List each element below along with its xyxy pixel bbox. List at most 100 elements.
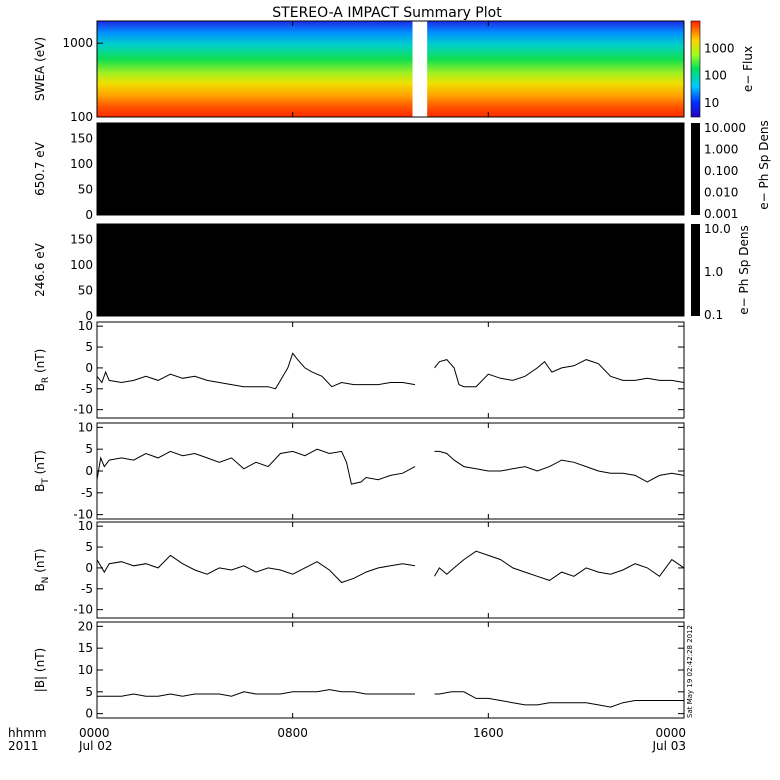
phase-density-246-ytick-label: 150 (70, 232, 93, 246)
plot-title: STEREO-A IMPACT Summary Plot (272, 5, 502, 21)
phase-density-650-colorbar-tick: 0.010 (704, 186, 738, 200)
phase-density-246-ytick-label: 50 (78, 283, 93, 297)
phase-density-246-colorbar-label: e− Ph Sp Dens (737, 225, 751, 314)
bmag-panel: |B| (nT) 0 5 10 15 20 (33, 619, 685, 721)
bt-ylabel-sub: T (41, 478, 51, 485)
phase-density-650-ytick-label: 100 (70, 157, 93, 171)
phase-density-246-colorbar (691, 224, 700, 316)
bmag-ytick-label: 10 (78, 663, 93, 677)
swea-colorbar-tick: 100 (704, 69, 727, 83)
br-ytick-label: 5 (85, 340, 93, 354)
time-tick-date: Jul 02 (78, 739, 113, 753)
bmag-ytick-label: 0 (85, 707, 93, 721)
br-ylabel: BR (nT) (33, 349, 51, 392)
bn-ylabel: BN (nT) (33, 548, 51, 591)
bmag-series-line-2 (434, 691, 684, 708)
bmag-ytick-label: 15 (78, 641, 93, 655)
swea-ytick-label: 1000 (62, 36, 93, 50)
bmag-ylabel: |B| (nT) (33, 648, 47, 692)
bn-series-line-1 (96, 554, 416, 584)
phase-density-650-ytick-label: 50 (78, 182, 93, 196)
swea-frame (96, 20, 685, 118)
br-ytick-label: -10 (73, 403, 93, 417)
br-series-line-1 (96, 352, 416, 390)
phase-density-246-ylabel: 246.6 eV (33, 242, 47, 297)
phase-density-650-colorbar-label: e− Ph Sp Dens (757, 120, 771, 209)
swea-data-gap (412, 21, 428, 117)
bt-series-line-1 (96, 448, 416, 485)
bmag-frame (96, 621, 685, 719)
time-tick-label: 0000 (79, 726, 110, 740)
phase-density-650-colorbar (691, 123, 700, 215)
phase-density-650-ytick-label: 0 (85, 208, 93, 222)
phase-density-246-colorbar-tick: 0.1 (704, 308, 723, 322)
time-tick-label: 0000 (655, 726, 686, 740)
phase-density-650-ytick-label: 150 (70, 131, 93, 145)
bt-ytick-label: 0 (85, 464, 93, 478)
time-axis-year-label: 2011 (8, 739, 39, 753)
bmag-ytick-label: 20 (78, 619, 93, 633)
br-series-line-2 (434, 359, 685, 388)
bmag-series-line-1 (97, 689, 415, 697)
bn-series-line-2 (434, 550, 685, 581)
bt-series-line-2 (434, 450, 685, 483)
bn-ytick-label: 10 (78, 519, 93, 533)
br-ytick-label: 10 (78, 319, 93, 333)
br-frame (96, 321, 685, 419)
phase-density-650-ylabel: 650.7 eV (33, 141, 47, 196)
swea-colorbar-tick: 1000 (704, 41, 735, 55)
bt-ylabel-unit: (nT) (33, 450, 47, 478)
swea-colorbar (690, 20, 701, 118)
br-ylabel-unit: (nT) (33, 349, 47, 377)
bn-panel: BN (nT) -10 -5 0 5 10 (33, 519, 685, 619)
swea-spectrogram-panel: SWEA (eV) 100 1000 10 100 1000 e− Flux (33, 20, 755, 124)
swea-spectrogram (97, 21, 684, 117)
phase-density-650-colorbar-tick: 1.000 (704, 143, 738, 157)
phase-density-246-spectrogram (96, 223, 685, 317)
bt-ytick-label: -10 (73, 508, 93, 522)
br-ylabel-sub: R (41, 377, 51, 383)
bmag-ylabel-main: |B| (33, 676, 47, 692)
swea-colorbar-tick: 10 (704, 96, 719, 110)
br-ytick-label: 0 (85, 361, 93, 375)
time-tick-label: 1600 (473, 726, 504, 740)
bn-ytick-label: -10 (73, 603, 93, 617)
time-tick-date: Jul 03 (651, 739, 686, 753)
bn-ylabel-main: B (33, 583, 47, 591)
bn-ytick-label: 0 (85, 561, 93, 575)
phase-density-246-colorbar-tick: 10.0 (704, 222, 731, 236)
swea-ylabel: SWEA (eV) (33, 37, 47, 101)
phase-density-650-panel: 650.7 eV 0 50 100 150 0.001 0.010 0.100 1.000 1… (33, 120, 771, 222)
swea-ytick-label: 100 (70, 110, 93, 124)
phase-density-246-ytick-label: 100 (70, 258, 93, 272)
bn-ytick-label: -5 (81, 582, 93, 596)
bt-ytick-label: 5 (85, 442, 93, 456)
bt-panel: BT (nT) -10 -5 0 5 10 (33, 420, 685, 522)
phase-density-246-ytick-label: 0 (85, 309, 93, 323)
phase-density-246-panel: 246.6 eV 0 50 100 150 0.1 1.0 10.0 e− Ph Sp D… (33, 222, 751, 323)
bt-ylabel-main: B (33, 484, 47, 492)
bn-ytick-label: 5 (85, 540, 93, 554)
creation-stamp: Sat May 19 02:42:28 2012 (686, 625, 694, 718)
phase-density-246-colorbar-tick: 1.0 (704, 265, 723, 279)
phase-density-650-spectrogram (96, 122, 685, 216)
br-panel: BR (nT) -10 -5 0 5 10 (33, 319, 685, 419)
br-ytick-label: -5 (81, 382, 93, 396)
phase-density-650-colorbar-tick: 0.100 (704, 164, 738, 178)
bt-ytick-label: -5 (81, 486, 93, 500)
bn-ylabel-sub: N (41, 577, 51, 584)
bmag-ylabel-unit: (nT) (33, 648, 47, 676)
phase-density-650-colorbar-tick: 10.000 (704, 121, 746, 135)
bmag-ytick-label: 5 (85, 685, 93, 699)
bn-ylabel-unit: (nT) (33, 548, 47, 576)
time-axis-row-label: hhmm (8, 726, 47, 740)
br-ylabel-main: B (33, 383, 47, 391)
bt-frame (96, 422, 685, 520)
bn-frame (96, 521, 685, 619)
swea-colorbar-label: e− Flux (741, 46, 755, 92)
bt-ytick-label: 10 (78, 420, 93, 434)
bt-ylabel: BT (nT) (33, 450, 51, 492)
phase-density-650-colorbar-tick: 0.001 (704, 207, 738, 221)
time-tick-label: 0800 (277, 726, 308, 740)
